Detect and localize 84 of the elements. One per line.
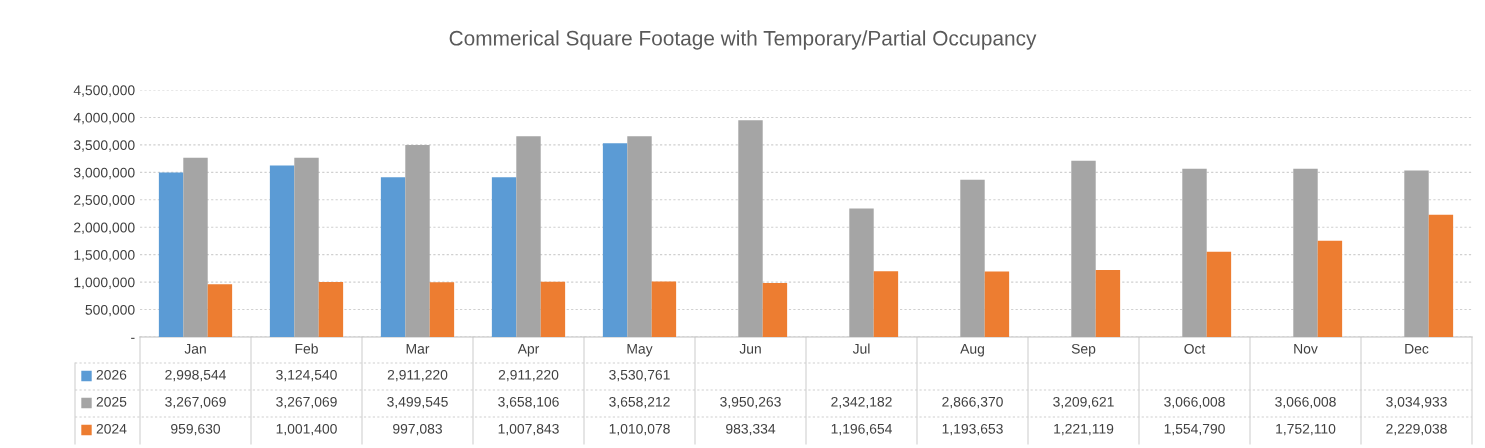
data-label: 959,630 bbox=[171, 423, 221, 436]
data-label: 3,267,069 bbox=[165, 396, 226, 409]
bar bbox=[651, 281, 677, 337]
data-label: 1,010,078 bbox=[609, 423, 670, 436]
bar bbox=[405, 144, 430, 337]
bar bbox=[602, 143, 628, 337]
x-tick-label: Nov bbox=[1294, 344, 1318, 354]
data-label: 1,007,843 bbox=[498, 423, 559, 436]
y-tick-label: - bbox=[131, 337, 135, 339]
data-label: 1,752,110 bbox=[1276, 423, 1336, 436]
x-tick-label: Feb bbox=[295, 343, 318, 354]
bar bbox=[183, 157, 208, 337]
data-label: 3,658,106 bbox=[498, 396, 559, 409]
x-tick-label: Sep bbox=[1071, 343, 1096, 357]
bar bbox=[491, 177, 517, 337]
legend-label: 2026 bbox=[96, 369, 127, 380]
y-tick-label: 1,000,000 bbox=[74, 277, 135, 289]
y-tick-label: 1,500,000 bbox=[74, 250, 135, 262]
bar bbox=[1317, 240, 1343, 337]
x-tick-label: Oct bbox=[1184, 343, 1206, 354]
bar bbox=[380, 177, 406, 337]
bar bbox=[1428, 214, 1454, 337]
legend-label: 2025 bbox=[96, 396, 127, 407]
y-tick-label: 500,000 bbox=[85, 304, 135, 317]
bar bbox=[294, 157, 319, 337]
data-label: 3,066,008 bbox=[1164, 396, 1225, 409]
data-label: 1,196,654 bbox=[831, 423, 892, 436]
chart-title: Commerical Square Footage with Temporary/Partial Occupancy bbox=[449, 30, 1037, 50]
bar bbox=[1182, 168, 1207, 337]
bar bbox=[849, 208, 874, 337]
bar bbox=[960, 179, 985, 337]
bar bbox=[1293, 168, 1318, 337]
data-label: 2,866,370 bbox=[942, 396, 1003, 409]
data-label: 3,209,621 bbox=[1053, 396, 1114, 409]
data-label: 3,267,069 bbox=[276, 396, 337, 409]
y-tick-label: 2,500,000 bbox=[74, 195, 135, 207]
bar bbox=[762, 283, 788, 337]
data-label: 997,083 bbox=[393, 423, 442, 436]
x-tick-label: Dec bbox=[1405, 344, 1429, 354]
data-label: 983,334 bbox=[726, 423, 776, 436]
bar bbox=[516, 136, 541, 337]
data-label: 1,193,653 bbox=[942, 423, 1003, 436]
data-label: 2,911,220 bbox=[498, 369, 559, 382]
y-tick-label: 3,500,000 bbox=[73, 140, 135, 152]
bar bbox=[738, 120, 763, 337]
bar bbox=[158, 172, 184, 337]
x-tick-label: Jul bbox=[852, 343, 870, 354]
y-tick-label: 4,500,000 bbox=[73, 85, 135, 97]
bar bbox=[984, 271, 1010, 337]
bar bbox=[1206, 251, 1232, 337]
data-label: 2,342,182 bbox=[831, 396, 892, 409]
bar bbox=[207, 284, 233, 337]
data-label: 2,911,220 bbox=[387, 369, 448, 382]
bar bbox=[873, 271, 899, 337]
x-tick-label: Mar bbox=[406, 344, 430, 354]
bar bbox=[1071, 160, 1096, 337]
bar bbox=[627, 136, 652, 337]
x-tick-label: Aug bbox=[960, 344, 984, 357]
y-tick-label: 4,000,000 bbox=[73, 112, 135, 125]
data-label: 3,950,263 bbox=[720, 396, 781, 409]
bar bbox=[429, 282, 455, 337]
y-tick-label: 3,000,000 bbox=[73, 167, 135, 180]
y-tick-label: 2,000,000 bbox=[74, 222, 135, 235]
x-tick-label: Jan bbox=[184, 344, 206, 354]
data-label: 2,229,038 bbox=[1386, 423, 1447, 436]
data-label: 1,554,790 bbox=[1164, 423, 1225, 436]
data-label: 3,530,761 bbox=[609, 369, 670, 382]
x-tick-label: May bbox=[627, 344, 653, 357]
data-label: 3,066,008 bbox=[1275, 396, 1336, 409]
data-label: 3,658,212 bbox=[609, 396, 670, 409]
bar bbox=[318, 282, 344, 337]
x-tick-label: Jun bbox=[739, 344, 761, 354]
data-label: 3,124,540 bbox=[276, 369, 337, 382]
data-label: 1,221,119 bbox=[1054, 423, 1114, 436]
bar bbox=[1095, 269, 1121, 337]
data-label: 2,998,544 bbox=[165, 369, 226, 382]
data-label: 3,034,933 bbox=[1386, 396, 1447, 409]
bar bbox=[1404, 170, 1429, 337]
x-tick-label: Apr bbox=[517, 344, 540, 357]
legend-label: 2024 bbox=[96, 423, 127, 434]
bar bbox=[269, 165, 295, 337]
bar bbox=[540, 281, 566, 337]
data-label: 1,001,400 bbox=[276, 423, 337, 436]
data-label: 3,499,545 bbox=[387, 396, 448, 409]
